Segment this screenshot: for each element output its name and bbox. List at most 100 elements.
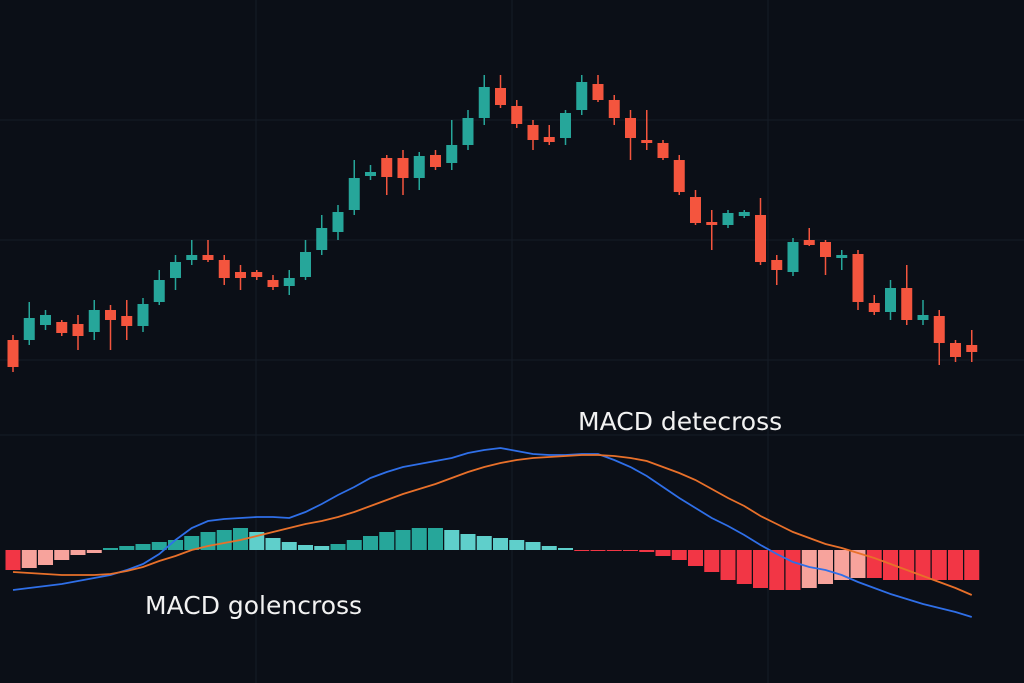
histogram-bar: [866, 550, 882, 578]
histogram-bar: [103, 548, 118, 550]
macd-line: [12, 447, 973, 618]
histogram-bar: [216, 530, 232, 550]
histogram-bar: [38, 550, 53, 565]
histogram-bar: [428, 528, 443, 550]
histogram-bar: [395, 530, 411, 550]
candle-body: [885, 288, 896, 312]
candle-body: [267, 280, 279, 287]
histogram-bar: [525, 542, 541, 550]
candle-body: [820, 242, 831, 257]
candle-body: [446, 145, 458, 163]
histogram-bar: [818, 550, 833, 584]
candle-body: [543, 137, 555, 142]
candle-body: [218, 260, 230, 278]
histogram-bar: [298, 545, 313, 550]
candle-body: [88, 310, 100, 332]
annotation: MACD detecross: [578, 407, 782, 436]
candle-body: [625, 118, 636, 138]
histogram-bar: [753, 550, 768, 588]
candle-body: [235, 272, 246, 278]
candle-body: [722, 213, 734, 225]
macd-line: [12, 454, 973, 596]
histogram-bar: [135, 544, 151, 550]
histogram-bar: [883, 550, 898, 580]
candle-body: [300, 252, 311, 277]
candle-body: [348, 178, 360, 210]
candle-body: [738, 212, 750, 216]
histogram-bar: [330, 544, 346, 550]
histogram-bar: [493, 538, 508, 550]
histogram-bar: [606, 550, 622, 551]
candle-body: [7, 340, 19, 367]
candle-body: [950, 343, 961, 357]
histogram-bar: [964, 550, 980, 580]
histogram-bar: [574, 550, 590, 551]
histogram-bar: [460, 534, 476, 550]
histogram-bar: [948, 550, 963, 580]
histogram-bar: [655, 550, 671, 556]
candle-body: [755, 215, 766, 262]
candle-body: [251, 272, 263, 277]
candle-body: [170, 262, 181, 278]
histogram-bar: [184, 536, 200, 550]
histogram-bar: [931, 550, 947, 580]
histogram-bar: [541, 546, 557, 550]
candle-body: [283, 278, 295, 286]
histogram-bar: [70, 550, 86, 555]
histogram-bar: [151, 542, 167, 550]
candle-body: [560, 113, 571, 138]
candle-body: [657, 143, 669, 158]
candle-body: [917, 315, 929, 320]
histogram-bar: [623, 550, 638, 551]
candle-body: [576, 82, 588, 110]
histogram-bar: [265, 538, 281, 550]
histogram-bar: [119, 546, 135, 550]
histogram-bar: [639, 550, 655, 552]
candle-body: [706, 222, 718, 225]
histogram-bar: [168, 540, 183, 550]
histogram-bar: [801, 550, 817, 588]
candle-body: [413, 156, 425, 178]
annotation: MACD golencross: [145, 591, 362, 620]
histogram-bar: [5, 550, 21, 570]
histogram-bar: [704, 550, 720, 572]
histogram-bar: [671, 550, 687, 560]
histogram-bar: [736, 550, 752, 584]
histogram-bar: [558, 548, 573, 550]
candle-body: [72, 324, 84, 336]
candle-body: [901, 288, 913, 320]
candle-body: [137, 304, 149, 326]
candle-body: [641, 140, 653, 143]
histogram-bar: [509, 540, 525, 550]
candle-body: [186, 255, 198, 260]
histogram-bar: [21, 550, 37, 568]
candle-body: [673, 160, 685, 192]
candle-body: [771, 260, 783, 270]
candle-body: [608, 100, 620, 118]
histogram-bar: [444, 530, 460, 550]
candle-body: [690, 197, 701, 223]
candle-body: [316, 228, 328, 250]
histogram-bar: [281, 542, 297, 550]
candle-body: [511, 106, 523, 124]
candle-body: [592, 84, 604, 100]
histogram-bar: [233, 528, 248, 550]
histogram-bar: [769, 550, 785, 590]
candle-body: [462, 118, 474, 145]
histogram-bar: [915, 550, 931, 580]
histogram-bar: [346, 540, 362, 550]
histogram-bar: [86, 550, 102, 553]
candle-body: [478, 87, 490, 118]
candle-body: [153, 280, 165, 302]
candle-body: [365, 172, 376, 176]
histogram-bar: [688, 550, 703, 566]
candle-body: [495, 88, 506, 105]
histogram-bar: [379, 532, 395, 550]
candle-body: [121, 316, 133, 326]
histogram-bar: [54, 550, 70, 560]
histogram-bar: [411, 528, 427, 550]
candle-body: [381, 158, 393, 177]
candle-body: [933, 316, 945, 343]
histogram-bar: [834, 550, 850, 580]
